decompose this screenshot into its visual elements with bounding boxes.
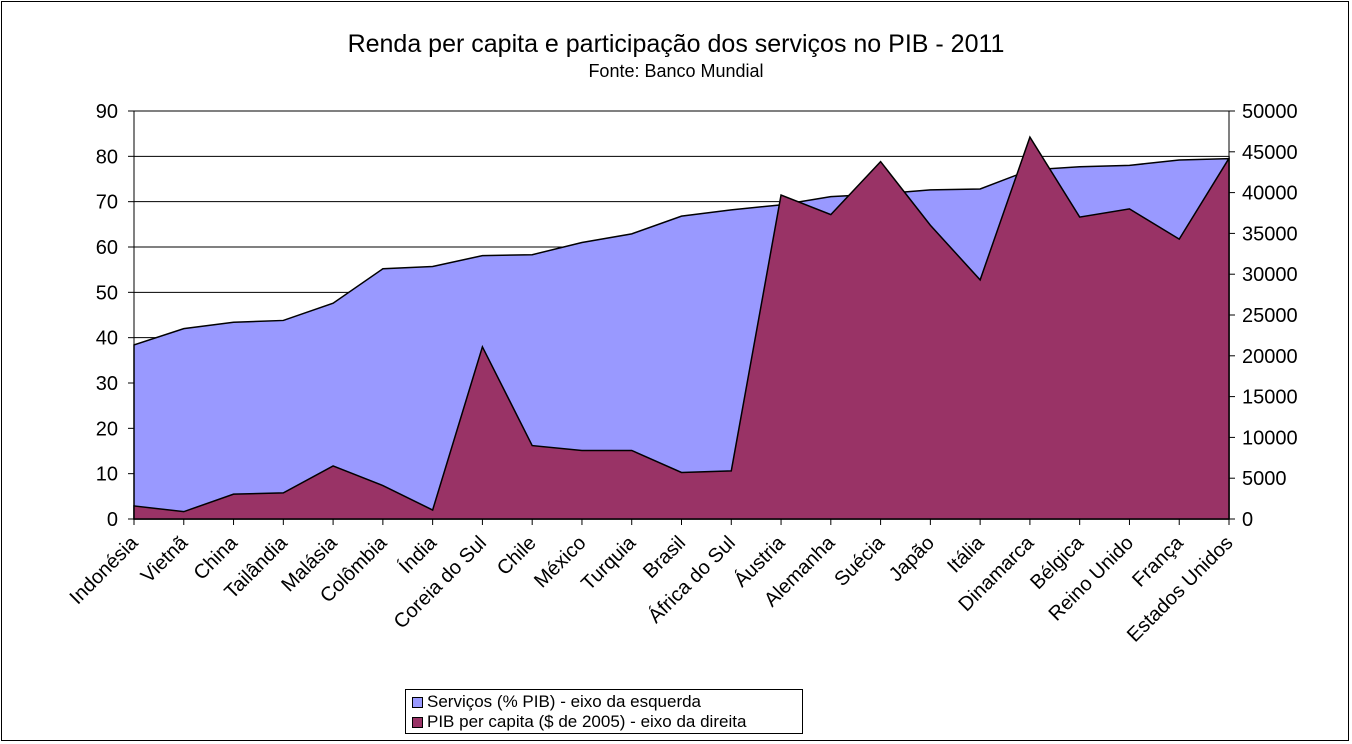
axes — [128, 110, 1235, 525]
x-tick-label: Japão — [885, 532, 939, 586]
legend-item-services: Serviços (% PIB) - eixo da esquerda — [412, 692, 701, 712]
left-tick-label: 10 — [96, 464, 118, 486]
x-tick-label: Vietnã — [137, 531, 193, 587]
legend-label-gdp: PIB per capita ($ de 2005) - eixo da dir… — [427, 712, 747, 731]
legend-item-gdp: PIB per capita ($ de 2005) - eixo da dir… — [412, 712, 746, 732]
legend-swatch-gdp — [412, 716, 423, 728]
left-tick-label: 20 — [96, 418, 118, 440]
right-tick-label: 25000 — [1242, 305, 1298, 327]
left-tick-label: 90 — [96, 101, 118, 123]
right-tick-label: 50000 — [1242, 101, 1298, 123]
right-tick-label: 40000 — [1242, 183, 1298, 205]
left-tick-label: 50 — [96, 282, 118, 304]
chart-subtitle: Fonte: Banco Mundial — [588, 61, 764, 81]
left-tick-label: 80 — [96, 146, 118, 168]
legend: Serviços (% PIB) - eixo da esquerda PIB … — [405, 689, 803, 734]
left-tick-label: 60 — [96, 237, 118, 259]
x-tick-label: Indonésia — [66, 531, 144, 609]
chart-title: Renda per capita e participação dos serv… — [347, 30, 1005, 58]
right-tick-label: 0 — [1242, 509, 1253, 531]
left-tick-label: 40 — [96, 328, 118, 350]
x-tick-label: Índia — [394, 531, 442, 579]
left-tick-label: 0 — [107, 509, 118, 531]
right-tick-label: 5000 — [1242, 468, 1287, 490]
legend-label-services: Serviços (% PIB) - eixo da esquerda — [427, 692, 702, 711]
right-tick-label: 30000 — [1242, 264, 1298, 286]
left-tick-label: 30 — [96, 373, 118, 395]
right-tick-label: 35000 — [1242, 223, 1298, 245]
x-tick-label: Itália — [943, 531, 989, 577]
right-tick-label: 20000 — [1242, 346, 1298, 368]
right-tick-label: 10000 — [1242, 427, 1298, 449]
right-tick-label: 45000 — [1242, 142, 1298, 164]
left-tick-label: 70 — [96, 192, 118, 214]
right-tick-label: 15000 — [1242, 387, 1298, 409]
x-tick-label: Turquia — [577, 531, 641, 595]
x-tick-label: Suécia — [830, 531, 889, 590]
series-area-1 — [133, 135, 1230, 520]
area-series — [133, 135, 1230, 520]
legend-swatch-services — [412, 696, 423, 708]
